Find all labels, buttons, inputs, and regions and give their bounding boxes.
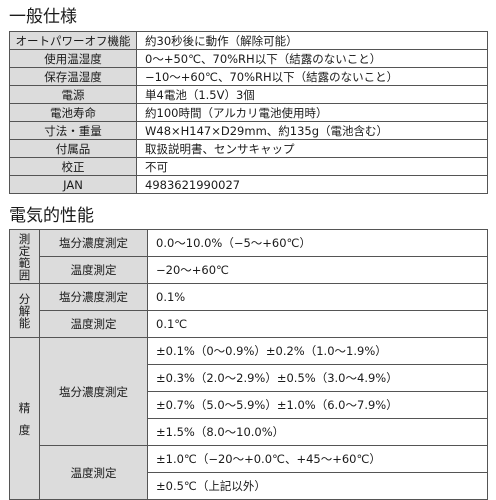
spec-label: 電池寿命 — [9, 103, 137, 122]
spec-value: 取扱説明書、センサキャップ — [136, 139, 488, 158]
table-row: 精 度 塩分濃度測定 ±0.1%（0〜0.9%）±0.2%（1.0〜1.9%） — [9, 337, 488, 500]
accuracy-salt-label: 塩分濃度測定 — [39, 337, 148, 446]
accuracy-salt-value: ±1.5%（8.0〜10.0%） — [147, 418, 488, 446]
resolution-salt-value: 0.1% — [147, 283, 488, 311]
accuracy-temp-value: ±0.5℃（上記以外） — [147, 472, 488, 500]
spec-value: 単4電池（1.5V）3個 — [136, 85, 488, 104]
spec-value: 約30秒後に動作（解除可能） — [136, 31, 488, 50]
electrical-spec-title: 電気的性能 — [9, 206, 94, 226]
table-row: ±0.3%（2.0〜2.9%）±0.5%（3.0〜4.9%） — [10, 364, 488, 392]
accuracy-group-label: 精 度 — [9, 337, 40, 500]
spec-value: 不可 — [136, 157, 488, 176]
table-row: 使用温湿度 0〜+50℃、70%RH以下（結露のないこと） — [9, 49, 488, 68]
spec-label: 校正 — [9, 157, 137, 176]
electrical-spec-table: 測 定 範 囲 塩分濃度測定 0.0〜10.0%（−5〜+60℃） 温度測定 −… — [9, 229, 488, 500]
spec-label: 付属品 — [9, 139, 137, 158]
range-group-label: 測 定 範 囲 — [9, 229, 40, 284]
general-spec-table: オートパワーオフ機能 約30秒後に動作（解除可能） 使用温湿度 0〜+50℃、70%R… — [9, 31, 488, 194]
spec-label: 電源 — [9, 85, 137, 104]
spec-label: 寸法・重量 — [9, 121, 137, 140]
table-row: 寸法・重量 W48×H147×D29mm、約135g（電池含む） — [9, 121, 488, 140]
spec-label: 使用温湿度 — [9, 49, 137, 68]
table-row: 温度測定 −20〜+60℃ — [10, 256, 488, 284]
range-salt-value: 0.0〜10.0%（−5〜+60℃） — [147, 229, 488, 257]
table-row: 電源 単4電池（1.5V）3個 — [9, 85, 488, 104]
spec-label: JAN — [9, 175, 137, 194]
general-spec-title: 一般仕様 — [9, 7, 77, 27]
resolution-group-label: 分 解 能 — [9, 283, 40, 338]
table-row: 温度測定 0.1℃ — [10, 310, 488, 338]
spec-value: 0〜+50℃、70%RH以下（結露のないこと） — [136, 49, 488, 68]
spec-label: 保存温湿度 — [9, 67, 137, 86]
table-row: 温度測定 ±1.0℃（−20〜+0.0℃、+45〜+60℃） — [10, 445, 488, 500]
resolution-temp-value: 0.1℃ — [147, 310, 488, 338]
table-row: 測 定 範 囲 塩分濃度測定 0.0〜10.0%（−5〜+60℃） — [9, 229, 488, 284]
accuracy-temp-value: ±1.0℃（−20〜+0.0℃、+45〜+60℃） — [147, 445, 488, 473]
spec-value: W48×H147×D29mm、約135g（電池含む） — [136, 121, 488, 140]
spec-value: 約100時間（アルカリ電池使用時） — [136, 103, 488, 122]
table-row: 校正 不可 — [9, 157, 488, 176]
table-row: 付属品 取扱説明書、センサキャップ — [9, 139, 488, 158]
table-row: JAN 4983621990027 — [9, 175, 488, 194]
table-row: オートパワーオフ機能 約30秒後に動作（解除可能） — [9, 31, 488, 50]
range-salt-label: 塩分濃度測定 — [39, 229, 148, 257]
accuracy-salt-value: ±0.1%（0〜0.9%）±0.2%（1.0〜1.9%） — [147, 337, 488, 365]
range-temp-value: −20〜+60℃ — [147, 256, 488, 284]
table-row: 保存温湿度 −10〜+60℃、70%RH以下（結露のないこと） — [9, 67, 488, 86]
table-row: 電池寿命 約100時間（アルカリ電池使用時） — [9, 103, 488, 122]
spec-value: 4983621990027 — [136, 175, 488, 194]
resolution-temp-label: 温度測定 — [39, 310, 148, 338]
accuracy-salt-value: ±0.7%（5.0〜5.9%）±1.0%（6.0〜7.9%） — [147, 391, 488, 419]
resolution-salt-label: 塩分濃度測定 — [39, 283, 148, 311]
range-temp-label: 温度測定 — [39, 256, 148, 284]
spec-value: −10〜+60℃、70%RH以下（結露のないこと） — [136, 67, 488, 86]
table-row: 分 解 能 塩分濃度測定 0.1% — [9, 283, 488, 338]
accuracy-temp-label: 温度測定 — [39, 445, 148, 500]
table-row: ±0.7%（5.0〜5.9%）±1.0%（6.0〜7.9%） — [10, 391, 488, 419]
accuracy-salt-value: ±0.3%（2.0〜2.9%）±0.5%（3.0〜4.9%） — [147, 364, 488, 392]
spec-label: オートパワーオフ機能 — [9, 31, 137, 50]
